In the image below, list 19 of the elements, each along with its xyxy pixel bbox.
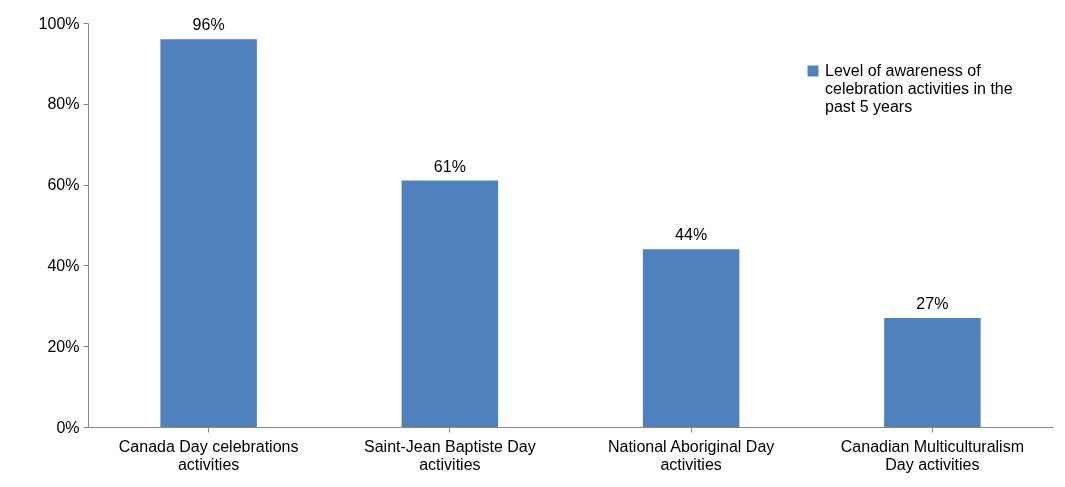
x-tick-label: National Aboriginal Day activities xyxy=(607,437,775,473)
y-tick-label: 0% xyxy=(56,418,80,436)
x-tick-label: Canada Day celebrations activities xyxy=(118,437,299,473)
text: 96% xyxy=(192,16,225,34)
y-tick-label: 100% xyxy=(38,14,80,32)
y-tick-label: 20% xyxy=(47,337,80,355)
text: 44% xyxy=(675,226,708,244)
y-tick-label: 80% xyxy=(47,95,80,113)
y-tick-label: 40% xyxy=(47,256,80,274)
text: 61% xyxy=(433,157,466,175)
legend-label: Level of awareness of celebration activities in the past 5 years xyxy=(825,62,1013,115)
bar xyxy=(160,39,257,427)
bar xyxy=(401,180,499,427)
bar xyxy=(642,249,740,427)
text: 27% xyxy=(916,294,949,312)
y-tick-label: 60% xyxy=(47,176,80,194)
x-tick-label: Saint-Jean Baptiste Day activities xyxy=(364,437,536,473)
bar xyxy=(884,317,981,427)
x-tick-label: Canadian Multiculturalism Day activities xyxy=(840,437,1024,473)
